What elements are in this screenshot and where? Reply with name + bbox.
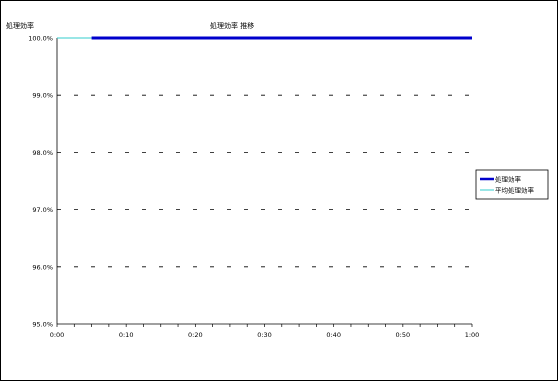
y-tick-labels: 95.0% 96.0% 97.0% 98.0% 99.0% 100.0% xyxy=(28,35,53,329)
y-tick-label: 100.0% xyxy=(28,35,53,43)
legend-label: 処理効率 xyxy=(495,175,522,184)
chart-title: 処理効率 推移 xyxy=(210,21,254,30)
y-tick-label: 98.0% xyxy=(32,149,53,157)
x-tick-label: 0:20 xyxy=(188,331,203,339)
y-tick-label: 97.0% xyxy=(32,206,53,214)
y-tick-label: 99.0% xyxy=(32,92,53,100)
x-tick-label: 1:00 xyxy=(465,331,480,339)
x-tick-label: 0:00 xyxy=(50,331,65,339)
y-tick-label: 96.0% xyxy=(32,263,53,271)
legend-label: 平均処理効率 xyxy=(495,186,535,195)
y-tick-label: 95.0% xyxy=(32,321,53,329)
legend-box xyxy=(475,169,549,200)
x-tick-label: 0:40 xyxy=(326,331,341,339)
axes xyxy=(56,38,473,327)
y-axis-label: 処理効率 xyxy=(6,21,34,30)
x-tick-label: 0:50 xyxy=(396,331,411,339)
x-tick-label: 0:30 xyxy=(257,331,272,339)
gridlines xyxy=(57,94,472,268)
x-tick-labels: 0:00 0:10 0:20 0:30 0:40 0:50 1:00 xyxy=(50,331,480,339)
x-tick-label: 0:10 xyxy=(119,331,134,339)
